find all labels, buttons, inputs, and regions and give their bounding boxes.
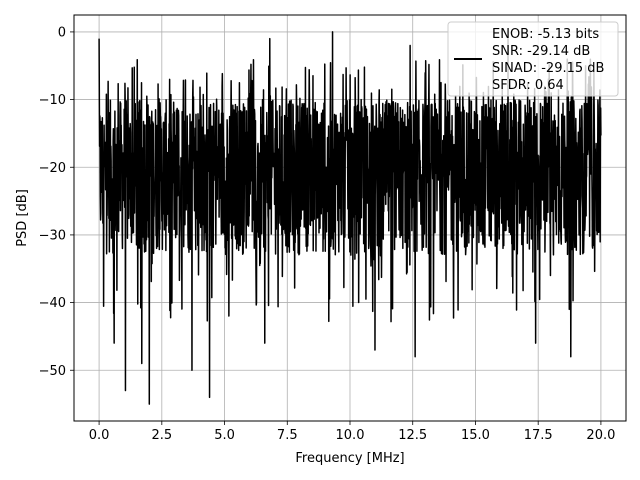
legend: ENOB: -5.13 bits SNR: -29.14 dB SINAD: -… [447,21,619,97]
legend-entry-snr: SNR: -29.14 dB [492,44,590,59]
x-tick-label: 20.0 [586,428,615,443]
x-axis-label: Frequency [MHz] [295,451,404,466]
y-axis-ticks: 0 −10 −20 −30 −40 −50 [39,25,74,379]
x-tick-label: 5.0 [214,428,235,443]
legend-entry-enob: ENOB: -5.13 bits [492,27,599,42]
x-tick-label: 15.0 [461,428,490,443]
series-layer [98,31,602,405]
y-tick-label: −10 [39,93,66,108]
legend-entry-sfdr: SFDR: 0.64 [492,78,564,93]
psd-series-line [98,31,602,405]
y-tick-label: −50 [39,364,66,379]
legend-box [447,21,619,97]
y-axis-label: PSD [dB] [15,189,30,247]
x-tick-label: 17.5 [524,428,553,443]
legend-entry-sinad: SINAD: -29.15 dB [492,61,604,76]
y-tick-label: 0 [58,25,66,40]
x-tick-label: 10.0 [336,428,365,443]
x-axis-ticks: 0.0 2.5 5.0 7.5 10.0 12.5 15.0 17.5 20.0 [89,421,615,443]
y-tick-label: −20 [39,161,66,176]
y-tick-label: −40 [39,296,66,311]
x-tick-label: 0.0 [89,428,110,443]
x-tick-label: 7.5 [277,428,298,443]
x-tick-label: 12.5 [398,428,427,443]
y-tick-label: −30 [39,228,66,243]
x-tick-label: 2.5 [151,428,172,443]
